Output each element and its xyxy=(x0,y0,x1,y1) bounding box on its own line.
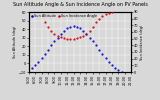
Sun Altitude xyxy=(76,26,78,27)
Sun Incidence Angle xyxy=(66,38,68,40)
Sun Altitude xyxy=(50,45,52,46)
Sun Altitude xyxy=(108,61,110,62)
Sun Altitude xyxy=(88,37,91,38)
Sun Incidence Angle xyxy=(63,37,65,39)
Sun Incidence Angle xyxy=(69,38,72,40)
Sun Incidence Angle xyxy=(82,35,84,37)
Legend: Sun Altitude, Sun Incidence Angle: Sun Altitude, Sun Incidence Angle xyxy=(31,14,97,18)
Sun Altitude xyxy=(69,26,72,27)
Y-axis label: Sun Altitude (deg): Sun Altitude (deg) xyxy=(13,26,17,58)
Sun Altitude xyxy=(34,64,36,66)
Sun Altitude xyxy=(117,70,120,71)
Sun Incidence Angle xyxy=(101,15,104,17)
Sun Altitude xyxy=(85,34,88,35)
Sun Altitude xyxy=(92,40,94,42)
Sun Altitude xyxy=(31,67,33,68)
Sun Incidence Angle xyxy=(76,37,78,39)
Sun Incidence Angle xyxy=(92,26,94,28)
Sun Altitude xyxy=(63,30,65,32)
Sun Altitude xyxy=(104,57,107,59)
Sun Altitude xyxy=(114,67,116,68)
Sun Altitude xyxy=(44,53,46,55)
Sun Altitude xyxy=(120,71,123,73)
Sun Altitude xyxy=(72,25,75,26)
Sun Incidence Angle xyxy=(60,36,62,38)
Sun Altitude xyxy=(127,73,129,74)
Sun Altitude xyxy=(56,37,59,38)
Sun Altitude xyxy=(111,64,113,66)
Sun Altitude xyxy=(82,30,84,32)
Sun Altitude xyxy=(40,57,43,59)
Sun Incidence Angle xyxy=(85,33,88,35)
Sun Altitude xyxy=(101,53,104,55)
Sun Incidence Angle xyxy=(47,26,49,28)
Sun Incidence Angle xyxy=(98,18,100,20)
Sun Altitude xyxy=(98,49,100,50)
Sun Incidence Angle xyxy=(111,11,113,13)
Sun Altitude xyxy=(53,40,56,42)
Sun Incidence Angle xyxy=(44,21,46,23)
Sun Altitude xyxy=(66,28,68,29)
Sun Incidence Angle xyxy=(79,36,81,38)
Sun Altitude xyxy=(37,61,40,62)
Sun Incidence Angle xyxy=(50,30,52,32)
Sun Altitude xyxy=(60,34,62,35)
Text: Sun Altitude Angle & Sun Incidence Angle on PV Panels: Sun Altitude Angle & Sun Incidence Angle… xyxy=(13,2,147,7)
Y-axis label: Sun Incidence (deg): Sun Incidence (deg) xyxy=(140,24,144,60)
Sun Incidence Angle xyxy=(88,30,91,32)
Sun Incidence Angle xyxy=(104,13,107,15)
Sun Altitude xyxy=(79,28,81,29)
Sun Incidence Angle xyxy=(95,21,97,23)
Sun Incidence Angle xyxy=(72,38,75,40)
Sun Altitude xyxy=(124,72,126,74)
Sun Altitude xyxy=(95,45,97,46)
Sun Incidence Angle xyxy=(53,33,56,35)
Sun Incidence Angle xyxy=(108,12,110,14)
Sun Altitude xyxy=(47,49,49,50)
Sun Incidence Angle xyxy=(56,35,59,37)
